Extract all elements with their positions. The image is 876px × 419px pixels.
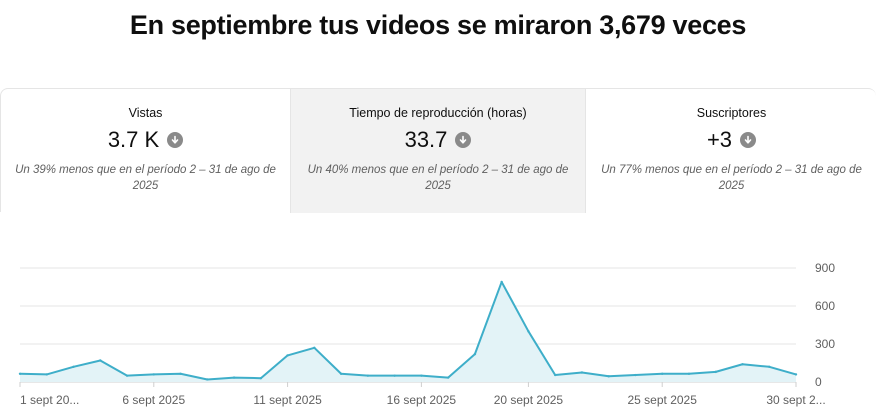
x-tick-label: 6 sept 2025 — [122, 393, 185, 407]
data-point — [45, 373, 48, 376]
data-point — [179, 372, 182, 375]
data-point — [580, 371, 584, 374]
data-point — [687, 372, 691, 375]
x-tick-label: 25 sept 2025 — [628, 393, 698, 407]
arrow-down-circle-icon — [167, 132, 184, 148]
metric-card-views[interactable]: Vistas 3.7 K Un 39% menos que en el perí… — [1, 89, 291, 213]
metric-comparison-note: Un 77% menos que en el período 2 – 31 de… — [601, 164, 862, 192]
x-tick-label: 16 sept 2025 — [387, 393, 457, 407]
data-point — [72, 365, 75, 368]
watch-time-chart[interactable]: 0 300 600 900 1 sept 20... 6 sept 2025 11 sept… — [0, 250, 876, 419]
metric-comparison-note: Un 39% menos que en el período 2 – 31 de… — [15, 164, 276, 192]
data-point — [553, 373, 557, 377]
data-point — [232, 376, 236, 379]
x-tick-label: 30 sept 2... — [766, 393, 825, 407]
data-point — [741, 363, 744, 366]
data-point — [339, 372, 343, 375]
metric-value: 3.7 K — [107, 127, 160, 152]
y-tick-label: 0 — [815, 375, 822, 389]
data-point — [473, 352, 477, 356]
metric-label: Vistas — [128, 106, 163, 120]
arrow-down-circle-icon — [740, 132, 757, 148]
data-point — [99, 359, 102, 362]
y-tick-label: 900 — [815, 261, 835, 275]
data-point — [500, 280, 503, 284]
metric-value: 33.7 — [404, 127, 448, 152]
x-tick-label: 20 sept 2025 — [494, 393, 564, 407]
x-tick-label: 1 sept 20... — [20, 393, 79, 407]
data-point — [18, 372, 22, 375]
series-line — [19, 280, 797, 381]
data-point — [714, 370, 717, 374]
metric-card-watch-time[interactable]: Tiempo de reproducción (horas) 33.7 Un 4… — [291, 89, 586, 213]
data-point — [206, 378, 209, 381]
data-point — [259, 377, 263, 380]
metric-comparison-note: Un 40% menos que en el período 2 – 31 de… — [307, 164, 569, 192]
data-point — [393, 374, 396, 377]
data-point — [446, 376, 450, 379]
data-point — [794, 373, 798, 376]
data-point — [313, 346, 316, 349]
data-point — [420, 374, 423, 377]
data-point — [768, 365, 771, 368]
y-tick-label: 300 — [815, 337, 835, 351]
metric-label: Suscriptores — [696, 106, 767, 120]
x-tick-label: 11 sept 2025 — [253, 393, 322, 407]
data-point — [152, 373, 155, 376]
data-point — [607, 375, 610, 378]
metric-card-subscribers[interactable]: Suscriptores +3 Un 77% menos que en el p… — [586, 89, 876, 213]
data-point — [527, 330, 530, 333]
series-area — [20, 281, 796, 382]
metric-cards: Vistas 3.7 K Un 39% menos que en el perí… — [0, 88, 876, 213]
data-point — [661, 372, 664, 375]
data-point — [366, 374, 370, 377]
page-title: En septiembre tus videos se miraron 3,67… — [129, 10, 747, 40]
data-point — [286, 354, 289, 357]
arrow-down-circle-icon — [455, 132, 472, 148]
metric-value: +3 — [706, 127, 733, 152]
y-tick-label: 600 — [815, 299, 835, 313]
metric-label: Tiempo de reproducción (horas) — [349, 106, 527, 120]
data-point — [125, 374, 129, 377]
data-point — [634, 373, 637, 377]
